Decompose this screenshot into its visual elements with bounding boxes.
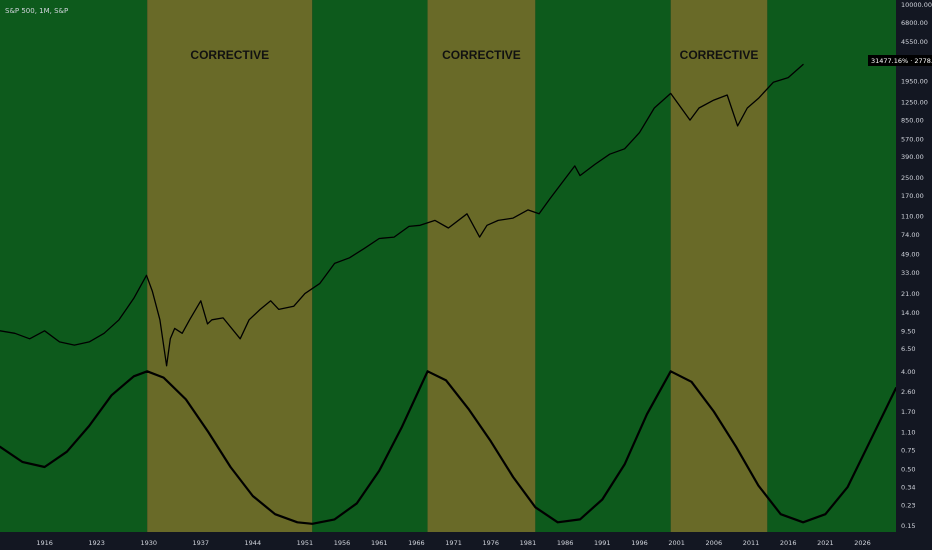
x-tick-label-1: 1923 bbox=[88, 539, 105, 547]
x-tick-label-4: 1944 bbox=[245, 539, 262, 547]
y-tick-label-27: 0.15 bbox=[901, 522, 915, 530]
sp500-price-line bbox=[0, 63, 804, 367]
time-axis[interactable]: 1916 1923 1930 1937 1944 1951 1956 1961 1966 1971… bbox=[36, 539, 870, 547]
y-tick-label-5: 1250.00 bbox=[901, 98, 928, 106]
x-tick-label-14: 1996 bbox=[631, 539, 648, 547]
band-corrective-5 bbox=[670, 0, 768, 532]
x-tick-label-0: 1916 bbox=[36, 539, 53, 547]
x-tick-label-13: 1991 bbox=[594, 539, 611, 547]
price-axis-background bbox=[896, 0, 932, 550]
price-tag-box bbox=[868, 55, 932, 66]
x-tick-label-19: 2021 bbox=[817, 539, 834, 547]
x-tick-label-16: 2006 bbox=[706, 539, 723, 547]
y-tick-label-16: 14.00 bbox=[901, 309, 920, 317]
y-tick-label-6: 850.00 bbox=[901, 117, 924, 125]
x-tick-label-20: 2026 bbox=[854, 539, 871, 547]
x-tick-label-2: 1930 bbox=[140, 539, 157, 547]
y-tick-label-8: 390.00 bbox=[901, 153, 924, 161]
x-tick-label-17: 2011 bbox=[743, 539, 760, 547]
y-tick-label-9: 250.00 bbox=[901, 174, 924, 182]
band-label-1: CORRECTIVE bbox=[190, 48, 269, 62]
band-label-3: CORRECTIVE bbox=[442, 48, 521, 62]
x-tick-label-7: 1961 bbox=[371, 539, 388, 547]
y-tick-label-18: 6.50 bbox=[901, 345, 915, 353]
corrective-labels: CORRECTIVE CORRECTIVE CORRECTIVE bbox=[190, 48, 758, 62]
x-tick-label-3: 1937 bbox=[192, 539, 209, 547]
cycle-wave-line bbox=[0, 370, 898, 525]
band-corrective-3 bbox=[427, 0, 536, 532]
y-tick-label-0: 10000.00 bbox=[901, 1, 932, 9]
x-tick-label-18: 2016 bbox=[780, 539, 797, 547]
x-tick-label-6: 1956 bbox=[334, 539, 351, 547]
series-lines bbox=[0, 63, 898, 525]
x-tick-label-11: 1981 bbox=[520, 539, 537, 547]
y-tick-label-13: 49.00 bbox=[901, 250, 920, 258]
y-tick-label-22: 1.10 bbox=[901, 428, 915, 436]
price-tag-label: 31477.16% · 2778.79 bbox=[871, 57, 932, 65]
y-tick-label-24: 0.50 bbox=[901, 465, 915, 473]
band-bullish-2 bbox=[312, 0, 428, 532]
x-tick-label-9: 1971 bbox=[445, 539, 462, 547]
x-tick-label-12: 1986 bbox=[557, 539, 574, 547]
y-tick-label-11: 110.00 bbox=[901, 212, 924, 220]
y-tick-label-10: 170.00 bbox=[901, 192, 924, 200]
time-axis-background bbox=[0, 532, 932, 550]
y-tick-label-17: 9.50 bbox=[901, 327, 915, 335]
y-tick-label-7: 570.00 bbox=[901, 135, 924, 143]
x-tick-label-5: 1951 bbox=[297, 539, 314, 547]
band-bullish-6 bbox=[767, 0, 896, 532]
y-tick-label-2: 4550.00 bbox=[901, 38, 928, 46]
x-tick-label-8: 1966 bbox=[408, 539, 425, 547]
y-tick-label-26: 0.23 bbox=[901, 502, 915, 510]
y-tick-label-4: 1950.00 bbox=[901, 78, 928, 86]
symbol-legend[interactable]: S&P 500, 1M, S&P bbox=[5, 7, 68, 15]
y-tick-label-20: 2.60 bbox=[901, 388, 915, 396]
band-label-5: CORRECTIVE bbox=[680, 48, 759, 62]
y-tick-label-21: 1.70 bbox=[901, 408, 915, 416]
y-tick-label-14: 33.00 bbox=[901, 269, 920, 277]
y-tick-label-12: 74.00 bbox=[901, 231, 920, 239]
cycle-bands bbox=[0, 0, 896, 532]
y-tick-label-15: 21.00 bbox=[901, 290, 920, 298]
y-tick-label-19: 4.00 bbox=[901, 368, 915, 376]
y-tick-label-25: 0.34 bbox=[901, 483, 915, 491]
band-bullish-0 bbox=[0, 0, 148, 532]
y-tick-label-23: 0.75 bbox=[901, 446, 915, 454]
band-bullish-4 bbox=[535, 0, 671, 532]
y-tick-label-1: 6800.00 bbox=[901, 19, 928, 27]
x-tick-label-15: 2001 bbox=[668, 539, 685, 547]
last-price-tag: 31477.16% · 2778.79 bbox=[868, 55, 932, 66]
band-corrective-1 bbox=[147, 0, 313, 532]
x-tick-label-10: 1976 bbox=[482, 539, 499, 547]
